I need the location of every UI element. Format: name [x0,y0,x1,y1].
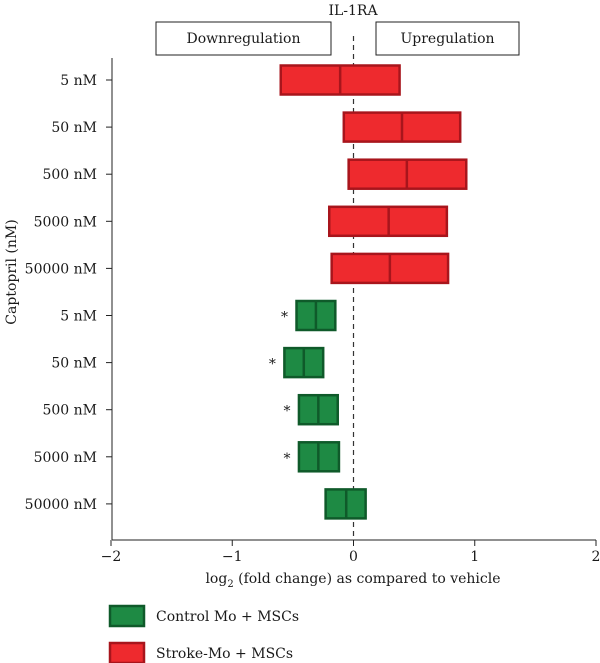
y-tick-label: 5 nM [60,73,97,89]
bar-control-9 [324,488,367,520]
significance-star: * [283,451,290,467]
bar-control-5 [295,299,337,332]
legend-label: Stroke-Mo + MSCs [156,646,293,662]
legend: Control Mo + MSCs Stroke-Mo + MSCs [108,604,299,663]
bar-stroke-0 [279,64,401,96]
significance-star: * [269,357,276,373]
legend-item: Stroke-Mo + MSCs [108,641,293,663]
bar-stroke-1 [342,111,462,143]
y-ticks [106,79,112,505]
y-tick-labels: 5 nM 50 nM 500 nM 5000 nM 50000 nM 5 nM 50 nM 5… [25,73,97,513]
y-axis-title: Captopril (nM) [4,219,20,324]
annotations-layer: Downregulation Upregulation [155,21,520,56]
downregulation-label: Downregulation [187,31,301,47]
legend-swatch [108,604,146,628]
x-axis-title-subscript: 2 [227,579,233,590]
y-tick-label: 50 nM [51,120,97,136]
y-tick-label: 50000 nM [25,261,97,277]
y-tick-label: 500 nM [42,403,97,419]
legend-label: Control Mo + MSCs [156,609,299,625]
legend-item: Control Mo + MSCs [108,604,299,628]
bars-layer [279,64,468,520]
x-ticks: −2 −1 0 1 2 [101,540,600,565]
significance-star: * [283,404,290,420]
significance-markers: * * * * [269,310,291,467]
x-axis: −2 −1 0 1 2 [101,539,600,565]
x-tick-label: 1 [470,549,479,565]
x-tick-label: 2 [592,549,600,565]
bar-stroke-3 [328,205,449,238]
bar-control-6 [283,346,325,379]
x-axis-title-suffix: (fold change) as compared to vehicle [234,571,501,587]
y-tick-label: 5 nM [60,309,97,325]
x-tick-label: −1 [222,549,243,565]
chart-title: IL-1RA [328,3,378,19]
bar-stroke-2 [347,158,468,190]
bar-control-7 [297,393,339,426]
y-tick-label: 50 nM [51,356,97,372]
upregulation-box [375,21,520,56]
significance-star: * [281,310,288,326]
upregulation-label: Upregulation [400,31,494,47]
y-tick-label: 5000 nM [34,214,97,230]
downregulation-box [155,21,332,56]
x-axis-title-prefix: log [205,571,227,587]
legend-swatch [108,641,146,663]
bar-stroke-4 [330,252,450,285]
bar-control-8 [297,441,341,473]
y-tick-label: 500 nM [42,167,97,183]
x-tick-label: 0 [349,549,358,565]
y-tick-label: 5000 nM [34,450,97,466]
y-tick-label: 50000 nM [25,497,97,513]
x-tick-label: −2 [101,549,122,565]
x-axis-title: log2 (fold change) as compared to vehicl… [205,571,500,590]
